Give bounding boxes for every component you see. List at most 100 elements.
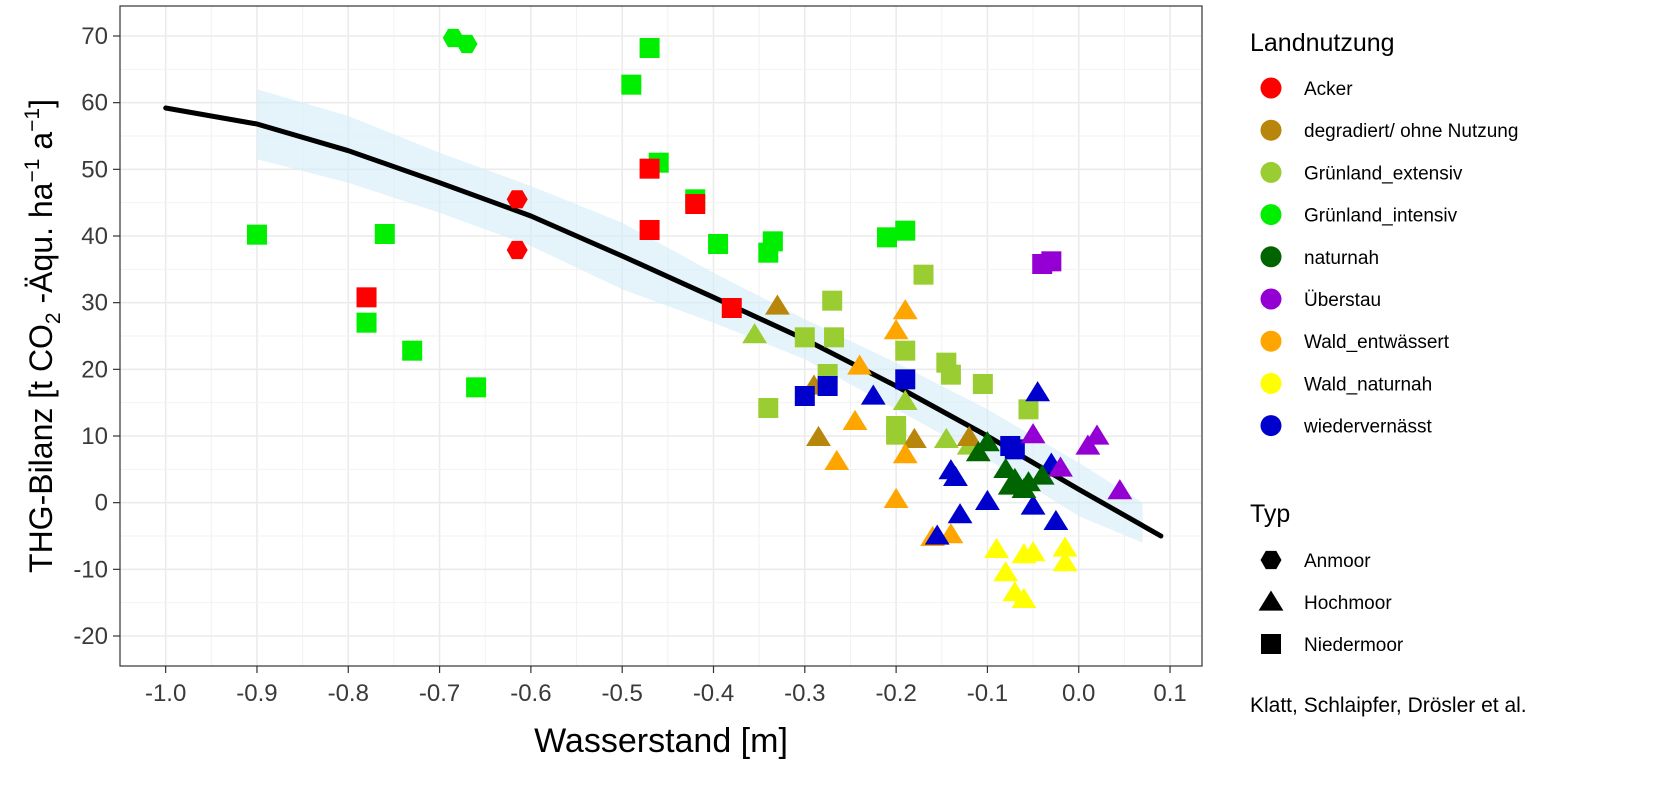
legend-color-label: Überstau xyxy=(1304,290,1381,311)
legend-color-label: Wald_entwässert xyxy=(1304,332,1450,353)
y-axis-label-a: a xyxy=(23,132,59,159)
legend-color-label: Grünland_intensiv xyxy=(1304,206,1458,227)
x-tick-label: -0.1 xyxy=(967,680,1008,707)
data-point xyxy=(1041,251,1062,272)
y-tick-label: -20 xyxy=(73,623,108,650)
data-point xyxy=(1043,509,1069,530)
legend-color-key xyxy=(1260,119,1282,141)
data-point xyxy=(639,220,660,240)
data-point xyxy=(892,443,918,464)
y-tick-label: 20 xyxy=(81,356,108,383)
data-point xyxy=(1004,439,1025,460)
data-point xyxy=(374,224,395,244)
legend-color-label: Acker xyxy=(1304,79,1353,100)
data-point xyxy=(685,194,706,214)
gridlines xyxy=(120,6,1202,666)
x-tick-label: -0.7 xyxy=(419,680,460,707)
data-point xyxy=(1020,423,1046,444)
data-point xyxy=(997,474,1023,495)
legend-title-typ: Typ xyxy=(1250,500,1290,528)
data-point xyxy=(895,340,916,361)
data-point xyxy=(758,242,779,263)
data-point xyxy=(901,427,927,448)
data-point xyxy=(639,38,660,58)
data-point xyxy=(1020,541,1046,562)
data-point xyxy=(817,376,838,396)
legend-color-key xyxy=(1260,288,1282,310)
x-tick-label: -1.0 xyxy=(145,680,186,707)
legend-color-label: Wald_naturnah xyxy=(1304,374,1432,395)
data-point xyxy=(506,190,528,209)
data-point xyxy=(1016,471,1041,492)
data-point xyxy=(895,220,916,241)
data-point xyxy=(356,312,377,333)
legend-color-key xyxy=(1260,372,1282,394)
data-point xyxy=(806,425,831,446)
data-point xyxy=(1025,381,1051,402)
x-tick-label: -0.5 xyxy=(602,680,643,707)
data-point xyxy=(708,234,729,254)
data-point xyxy=(943,465,968,486)
data-point xyxy=(886,424,907,445)
data-point xyxy=(721,298,742,318)
data-point xyxy=(895,369,916,390)
data-point xyxy=(876,227,897,248)
data-point xyxy=(1052,536,1078,557)
legend-title-landnutzung: Landnutzung xyxy=(1250,29,1395,57)
x-axis-label: Wasserstand [m] xyxy=(534,722,788,760)
data-point xyxy=(639,158,660,179)
x-tick-label: -0.6 xyxy=(510,680,551,707)
credit-text: Klatt, Schlaipfer, Drösler et al. xyxy=(1250,694,1527,717)
data-point xyxy=(764,294,790,315)
y-tick-label: 70 xyxy=(81,23,108,50)
data-point xyxy=(246,224,267,245)
data-point xyxy=(984,537,1009,558)
legend-shape-key xyxy=(1258,590,1284,611)
y-axis-label-main: THG-Bilanz [t CO xyxy=(23,324,59,573)
data-point xyxy=(824,449,850,470)
data-point xyxy=(621,74,642,95)
legend-color-key xyxy=(1260,204,1282,226)
legend-color-key xyxy=(1260,415,1282,437)
x-tick-label: -0.9 xyxy=(236,680,277,707)
data-point xyxy=(1020,494,1046,515)
data-point xyxy=(842,409,868,430)
data-point xyxy=(1084,424,1110,445)
legend-shape-label: Niedermoor xyxy=(1304,635,1404,656)
legend-color-label: degradiert/ ohne Nutzung xyxy=(1304,121,1518,142)
x-tick-label: -0.8 xyxy=(328,680,369,707)
data-points xyxy=(246,28,1133,608)
y-axis-label-sub: 2 xyxy=(42,312,65,324)
legend-color-label: Grünland_extensiv xyxy=(1304,163,1463,184)
data-point xyxy=(883,319,909,340)
legend-color-label: naturnah xyxy=(1304,248,1379,269)
data-point xyxy=(456,34,478,54)
x-tick-label: 0.1 xyxy=(1153,680,1186,707)
y-tick-label: 60 xyxy=(81,90,108,117)
y-axis-label: THG-Bilanz [t CO2 -Äqu. ha−1 a−1] xyxy=(21,99,65,573)
data-point xyxy=(1048,456,1073,477)
legend-shape-key xyxy=(1260,550,1282,570)
data-point xyxy=(975,489,1000,510)
legend-color-label: wiedervernässt xyxy=(1303,417,1432,438)
x-tick-label: 0.0 xyxy=(1062,680,1095,707)
data-point xyxy=(847,354,873,375)
x-tick-label: -0.3 xyxy=(784,680,825,707)
legend-color-key xyxy=(1260,77,1282,99)
y-tick-label: 40 xyxy=(81,223,108,250)
legend: Landnutzung Typ Acker degradiert/ ohne Nu… xyxy=(1250,29,1518,656)
plot-border xyxy=(119,5,1203,667)
data-point xyxy=(742,323,768,344)
data-point xyxy=(940,364,961,385)
data-point xyxy=(356,287,377,308)
data-point xyxy=(924,524,950,545)
data-point xyxy=(506,240,528,260)
data-point xyxy=(965,441,991,462)
legend-color-key xyxy=(1260,161,1282,183)
data-point xyxy=(892,299,918,320)
data-point xyxy=(956,425,982,446)
y-axis-label-end: ] xyxy=(23,99,59,108)
y-axis-label-mid: -Äqu. ha xyxy=(23,182,59,312)
